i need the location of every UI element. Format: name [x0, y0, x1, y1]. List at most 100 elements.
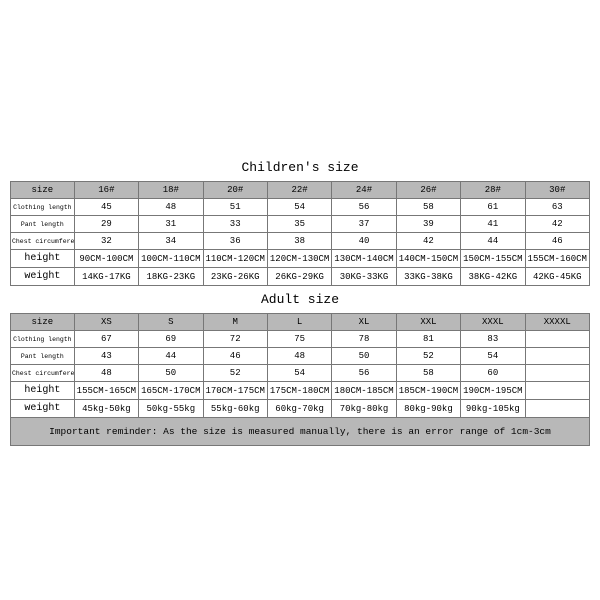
- childrens-cell: 100CM-110CM: [139, 250, 203, 268]
- adult-row: weight45kg-50kg50kg-55kg55kg-60kg60kg-70…: [11, 400, 590, 418]
- col-xs: XS: [74, 314, 138, 331]
- adult-cell: 54: [267, 365, 331, 382]
- col-xxl: XXL: [396, 314, 460, 331]
- childrens-cell: 29: [74, 216, 138, 233]
- adult-row: Chest circumference 1/248505254565860: [11, 365, 590, 382]
- adult-cell: 155CM-165CM: [74, 382, 138, 400]
- adult-row: Clothing length67697275788183: [11, 331, 590, 348]
- childrens-cell: 120CM-130CM: [267, 250, 331, 268]
- childrens-cell: 42: [396, 233, 460, 250]
- adult-cell: 69: [139, 331, 203, 348]
- col-l: L: [267, 314, 331, 331]
- adult-cell: 60: [461, 365, 525, 382]
- childrens-row-label: weight: [11, 268, 75, 286]
- childrens-cell: 58: [396, 199, 460, 216]
- adult-row: height155CM-165CM165CM-170CM170CM-175CM1…: [11, 382, 590, 400]
- childrens-cell: 37: [332, 216, 396, 233]
- childrens-cell: 42: [525, 216, 589, 233]
- childrens-cell: 35: [267, 216, 331, 233]
- adult-cell: [525, 365, 589, 382]
- adult-row-label: Pant length: [11, 348, 75, 365]
- adult-cell: 43: [74, 348, 138, 365]
- adult-cell: 45kg-50kg: [74, 400, 138, 418]
- adult-header-row: size XS S M L XL XXL XXXL XXXXL: [11, 314, 590, 331]
- childrens-row: Chest circumference 1/23234363840424446: [11, 233, 590, 250]
- adult-cell: 48: [267, 348, 331, 365]
- childrens-cell: 32: [74, 233, 138, 250]
- adult-table: size XS S M L XL XXL XXXL XXXXL Clothing…: [10, 313, 590, 418]
- childrens-cell: 46: [525, 233, 589, 250]
- adult-cell: 80kg-90kg: [396, 400, 460, 418]
- childrens-cell: 45: [74, 199, 138, 216]
- adult-cell: 180CM-185CM: [332, 382, 396, 400]
- adult-cell: 170CM-175CM: [203, 382, 267, 400]
- childrens-cell: 33KG-38KG: [396, 268, 460, 286]
- childrens-cell: 54: [267, 199, 331, 216]
- childrens-size-header: size: [11, 182, 75, 199]
- adult-cell: 81: [396, 331, 460, 348]
- childrens-cell: 26KG-29KG: [267, 268, 331, 286]
- childrens-cell: 150CM-155CM: [461, 250, 525, 268]
- childrens-cell: 90CM-100CM: [74, 250, 138, 268]
- adult-row-label: Clothing length: [11, 331, 75, 348]
- adult-cell: 54: [461, 348, 525, 365]
- adult-cell: 83: [461, 331, 525, 348]
- childrens-row-label: Pant length: [11, 216, 75, 233]
- adult-row-label: weight: [11, 400, 75, 418]
- adult-cell: 50: [332, 348, 396, 365]
- childrens-cell: 34: [139, 233, 203, 250]
- childrens-row: Pant length2931333537394142: [11, 216, 590, 233]
- adult-cell: 190CM-195CM: [461, 382, 525, 400]
- adult-size-header: size: [11, 314, 75, 331]
- childrens-row: weight14KG-17KG18KG-23KG23KG-26KG26KG-29…: [11, 268, 590, 286]
- childrens-row-label: Clothing length: [11, 199, 75, 216]
- childrens-table: size 16# 18# 20# 22# 24# 26# 28# 30# Clo…: [10, 181, 590, 286]
- childrens-cell: 40: [332, 233, 396, 250]
- childrens-cell: 56: [332, 199, 396, 216]
- col-16: 16#: [74, 182, 138, 199]
- adult-row-label: height: [11, 382, 75, 400]
- adult-row: Pant length43444648505254: [11, 348, 590, 365]
- childrens-cell: 140CM-150CM: [396, 250, 460, 268]
- childrens-cell: 155CM-160CM: [525, 250, 589, 268]
- childrens-cell: 23KG-26KG: [203, 268, 267, 286]
- childrens-body: Clothing length4548515456586163Pant leng…: [11, 199, 590, 286]
- adult-cell: 52: [203, 365, 267, 382]
- adult-cell: 46: [203, 348, 267, 365]
- col-xxxl: XXXL: [461, 314, 525, 331]
- childrens-row: height90CM-100CM100CM-110CM110CM-120CM12…: [11, 250, 590, 268]
- childrens-row: Clothing length4548515456586163: [11, 199, 590, 216]
- size-chart: Children's size size 16# 18# 20# 22# 24#…: [10, 154, 590, 446]
- childrens-cell: 33: [203, 216, 267, 233]
- childrens-cell: 42KG-45KG: [525, 268, 589, 286]
- reminder-text: Important reminder: As the size is measu…: [10, 418, 590, 446]
- col-18: 18#: [139, 182, 203, 199]
- adult-cell: 70kg-80kg: [332, 400, 396, 418]
- col-xxxxl: XXXXL: [525, 314, 589, 331]
- adult-cell: 55kg-60kg: [203, 400, 267, 418]
- col-xl: XL: [332, 314, 396, 331]
- adult-cell: 72: [203, 331, 267, 348]
- col-26: 26#: [396, 182, 460, 199]
- childrens-cell: 130CM-140CM: [332, 250, 396, 268]
- adult-cell: 44: [139, 348, 203, 365]
- childrens-cell: 48: [139, 199, 203, 216]
- adult-cell: 52: [396, 348, 460, 365]
- col-20: 20#: [203, 182, 267, 199]
- childrens-header-row: size 16# 18# 20# 22# 24# 26# 28# 30#: [11, 182, 590, 199]
- col-m: M: [203, 314, 267, 331]
- childrens-cell: 38: [267, 233, 331, 250]
- childrens-cell: 63: [525, 199, 589, 216]
- col-30: 30#: [525, 182, 589, 199]
- adult-cell: [525, 382, 589, 400]
- adult-cell: 67: [74, 331, 138, 348]
- adult-cell: 56: [332, 365, 396, 382]
- childrens-cell: 14KG-17KG: [74, 268, 138, 286]
- adult-body: Clothing length67697275788183Pant length…: [11, 331, 590, 418]
- adult-cell: 175CM-180CM: [267, 382, 331, 400]
- childrens-cell: 110CM-120CM: [203, 250, 267, 268]
- col-22: 22#: [267, 182, 331, 199]
- adult-title: Adult size: [10, 286, 590, 313]
- childrens-cell: 18KG-23KG: [139, 268, 203, 286]
- adult-cell: 78: [332, 331, 396, 348]
